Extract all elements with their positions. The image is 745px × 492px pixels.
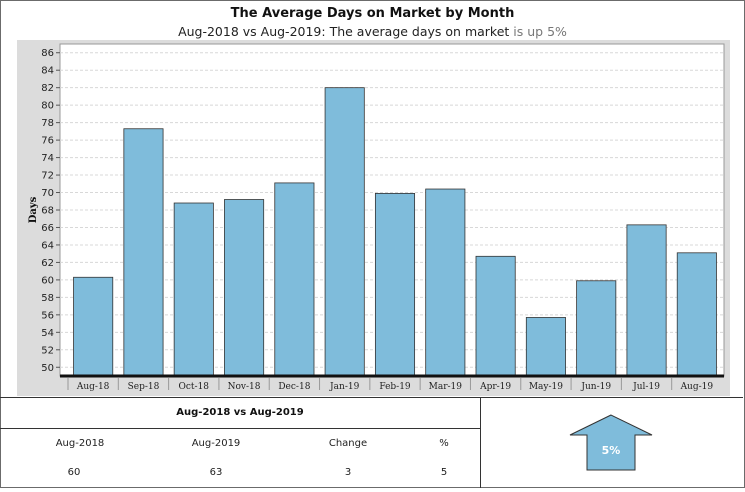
bar-aug-18	[73, 276, 114, 377]
summary-divider	[0, 428, 480, 429]
y-tick-label: 86	[41, 48, 54, 59]
y-tick-label: 68	[41, 206, 54, 217]
summary-header-aug-2018: Aug-2018	[55, 438, 105, 449]
y-tick-label: 66	[41, 223, 54, 234]
summary-value-aug-2018: 60	[67, 467, 81, 478]
up-arrow-icon	[569, 414, 653, 471]
summary-value-change: 3	[344, 467, 352, 478]
x-tick-label: Apr-19	[479, 382, 511, 392]
bar-feb-19	[374, 192, 416, 377]
y-tick-label: 50	[41, 363, 54, 374]
x-tick-label: Aug-18	[76, 382, 110, 392]
summary-table: Aug-2018 vs Aug-2019 Aug-2018 Aug-2019 C…	[0, 397, 481, 488]
bar-sep-18	[123, 128, 164, 377]
summary-header-change: Change	[328, 438, 368, 449]
trend-arrow-svg: 5%	[569, 414, 653, 471]
y-tick-label: 72	[41, 171, 54, 182]
bar-mar-19	[425, 188, 466, 377]
y-tick-label: 60	[41, 275, 54, 286]
bar-jun-19	[576, 280, 617, 377]
y-tick-label: 78	[41, 118, 54, 129]
x-tick-label: Mar-19	[429, 382, 463, 392]
subtitle-trend: is up 5%	[513, 24, 567, 39]
x-tick-label: May-19	[529, 382, 563, 392]
y-tick-label: 62	[41, 258, 54, 269]
bar-aug-19	[676, 252, 717, 377]
y-tick-label: 82	[41, 83, 54, 94]
summary-header-percent: %	[439, 438, 449, 449]
subtitle-main: Aug-2018 vs Aug-2019: The average days o…	[178, 24, 510, 39]
x-tick-label: Jul-19	[632, 382, 660, 392]
y-tick-label: 54	[41, 328, 54, 339]
chart-title: The Average Days on Market by Month	[230, 6, 515, 21]
x-tick-label: Aug-19	[680, 382, 714, 392]
y-axis-label: Days	[28, 196, 39, 223]
bar-may-19	[525, 317, 566, 377]
x-tick-label: Dec-18	[278, 382, 310, 392]
x-tick-label: Oct-18	[179, 382, 210, 392]
y-tick-label: 64	[41, 240, 54, 251]
x-tick-label: Jan-19	[329, 382, 360, 392]
y-tick-label: 76	[41, 136, 54, 147]
bar-chart: 50 52 54 56 58 60 62 64 66 68 70 72 74 76 78 80 82 84 86 Da…	[28, 43, 725, 392]
summary-area: Aug-2018 vs Aug-2019 Aug-2018 Aug-2019 C…	[0, 397, 745, 488]
bar-apr-19	[475, 255, 516, 377]
x-tick-label: Feb-19	[379, 382, 411, 392]
y-tick-label: 56	[41, 310, 54, 321]
y-tick-label: 84	[41, 66, 54, 77]
summary-header-aug-2019: Aug-2019	[191, 438, 241, 449]
summary-value-percent: 5	[440, 467, 448, 478]
bar-nov-18	[224, 199, 265, 377]
summary-title: Aug-2018 vs Aug-2019	[176, 407, 304, 418]
summary-value-aug-2019: 63	[209, 467, 223, 478]
bar-jan-19	[324, 87, 365, 377]
bar-oct-18	[173, 202, 214, 377]
y-tick-label: 52	[41, 345, 54, 356]
bar-jul-19	[626, 224, 667, 377]
y-tick-label: 70	[41, 188, 54, 199]
bar-dec-18	[274, 182, 315, 377]
chart-subtitle: Aug-2018 vs Aug-2019: The average days o…	[0, 24, 745, 39]
trend-percent-label: 5%	[602, 444, 621, 457]
trend-indicator-box: 5%	[481, 397, 743, 488]
y-tick-label: 58	[41, 293, 54, 304]
x-tick-label: Jun-19	[580, 382, 611, 392]
y-tick-label: 74	[41, 153, 54, 164]
x-tick-label: Nov-18	[228, 382, 261, 392]
x-tick-label: Sep-18	[128, 382, 160, 392]
y-tick-label: 80	[41, 101, 54, 112]
